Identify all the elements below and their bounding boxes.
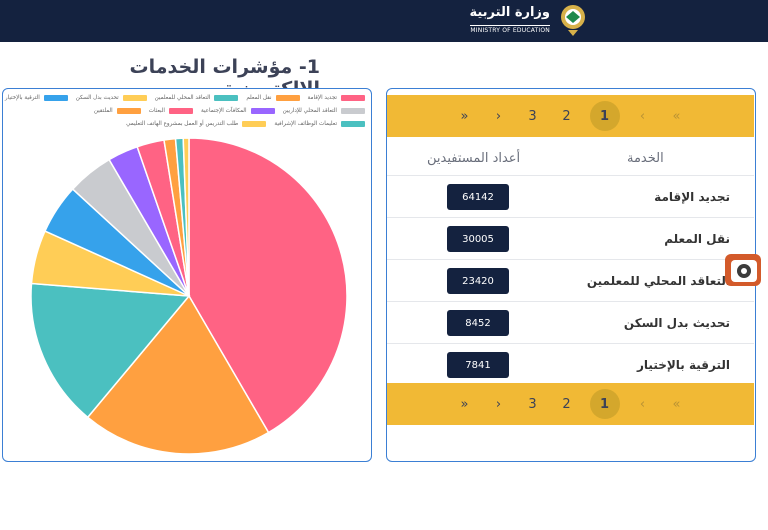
legend-item[interactable]: طلب التدريس أو العمل بمشروع الهاتف التعل… bbox=[126, 121, 267, 127]
legend-swatch bbox=[341, 121, 365, 127]
pie-slice[interactable] bbox=[188, 137, 348, 434]
beneficiary-count-badge: 64142 bbox=[447, 184, 509, 210]
legend-label: الملتقين bbox=[93, 108, 113, 114]
service-name: تحديث بدل السكن bbox=[623, 316, 730, 330]
next-page-button[interactable]: › bbox=[495, 396, 502, 412]
page-title: 1- مؤشرات الخدمات الإلكترونية bbox=[129, 56, 320, 100]
ministry-name-ar: وزارة التربية bbox=[469, 5, 550, 20]
service-name: تجديد الإقامة bbox=[654, 190, 730, 204]
last-page-button[interactable]: » bbox=[460, 108, 469, 124]
column-header-service: الخدمة bbox=[627, 150, 664, 166]
last-page-button[interactable]: » bbox=[460, 396, 469, 412]
legend-swatch bbox=[341, 108, 365, 114]
legend-label: تجديد الإقامة bbox=[307, 95, 338, 101]
kuwait-emblem-icon bbox=[561, 5, 585, 36]
legend-swatch bbox=[169, 108, 193, 114]
legend-label: تحديث بدل السكن bbox=[75, 95, 119, 101]
legend-item[interactable]: التعاقد المحلي للمعلمين bbox=[155, 95, 239, 101]
table-header: الخدمة أعداد المستفيدين bbox=[387, 141, 754, 175]
legend-row: تعليمات الوظائف الإشرافية طلب التدريس أو … bbox=[126, 121, 365, 127]
first-page-button[interactable]: « bbox=[672, 108, 681, 124]
services-pie-chart bbox=[30, 137, 348, 455]
service-name: نقل المعلم bbox=[664, 232, 730, 246]
table-row: تحديث بدل السكن 8452 bbox=[387, 301, 754, 344]
pie-slice[interactable] bbox=[86, 294, 270, 455]
table-row: تجديد الإقامة 64142 bbox=[387, 175, 754, 218]
table-row: الترقية بالإختيار 7841 bbox=[387, 343, 754, 386]
legend-label: تعليمات الوظائف الإشرافية bbox=[274, 121, 337, 127]
prev-page-button[interactable]: ‹ bbox=[639, 108, 646, 124]
page-1-button[interactable]: 1 bbox=[589, 101, 620, 131]
pie-slice[interactable] bbox=[182, 137, 190, 297]
legend-swatch bbox=[275, 95, 300, 101]
legend-item[interactable]: التعاقد المحلي للإداريين bbox=[283, 108, 365, 114]
prev-page-button[interactable]: ‹ bbox=[639, 396, 646, 412]
legend-swatch bbox=[341, 95, 365, 101]
legend-label: التعاقد المحلي للإداريين bbox=[282, 108, 337, 114]
camera-icon[interactable] bbox=[723, 250, 763, 290]
legend-row: التعاقد المحلي للإداريين المكافآت الإجتما… bbox=[94, 108, 365, 114]
legend-item[interactable]: تحديث بدل السكن bbox=[76, 95, 147, 101]
top-header-bar: وزارة التربية MINISTRY OF EDUCATION bbox=[0, 0, 768, 42]
next-page-button[interactable]: › bbox=[495, 108, 502, 124]
services-table-card: « ‹ 1 2 3 › » الخدمة أعداد المستفيدين تجديد ال… bbox=[386, 88, 756, 462]
first-page-button[interactable]: « bbox=[672, 396, 681, 412]
service-name: التعاقد المحلي للمعلمين bbox=[586, 274, 730, 288]
legend-item[interactable]: البعثات bbox=[149, 108, 193, 114]
table-row: التعاقد المحلي للمعلمين 23420 bbox=[387, 259, 754, 302]
page-3-button[interactable]: 3 bbox=[528, 396, 537, 412]
page-1-button[interactable]: 1 bbox=[589, 389, 620, 419]
legend-row: تجديد الإقامة نقل المعلم التعاقد المحلي لل… bbox=[5, 95, 365, 101]
legend-item[interactable]: المكافآت الإجتماعية bbox=[201, 108, 275, 114]
legend-label: الترقية بالإختيار bbox=[4, 95, 40, 101]
legend-label: نقل المعلم bbox=[246, 95, 272, 101]
table-row: نقل المعلم 30005 bbox=[387, 217, 754, 260]
legend-swatch bbox=[122, 95, 147, 101]
legend-swatch bbox=[43, 95, 68, 101]
service-name: الترقية بالإختيار bbox=[637, 358, 730, 372]
pie-slice[interactable] bbox=[30, 282, 191, 419]
beneficiary-count-badge: 8452 bbox=[447, 310, 509, 336]
legend-item[interactable]: الملتقين bbox=[94, 108, 141, 114]
beneficiary-count-badge: 23420 bbox=[447, 268, 509, 294]
beneficiary-count-badge: 7841 bbox=[447, 352, 509, 378]
legend-item[interactable]: نقل المعلم bbox=[246, 95, 300, 101]
legend-item[interactable]: تعليمات الوظائف الإشرافية bbox=[274, 121, 365, 127]
chart-card: تجديد الإقامة نقل المعلم التعاقد المحلي لل… bbox=[2, 88, 372, 462]
legend-label: طلب التدريس أو العمل بمشروع الهاتف التعل… bbox=[126, 121, 239, 127]
legend-swatch bbox=[116, 108, 141, 114]
legend-item[interactable]: الترقية بالإختيار bbox=[5, 95, 68, 101]
legend-swatch bbox=[242, 121, 267, 127]
pagination-bottom: « ‹ 1 2 3 › » bbox=[387, 383, 754, 425]
column-header-count: أعداد المستفيدين bbox=[427, 150, 521, 166]
pagination-top: « ‹ 1 2 3 › » bbox=[387, 95, 754, 137]
beneficiary-count-badge: 30005 bbox=[447, 226, 509, 252]
page-2-button[interactable]: 2 bbox=[562, 396, 571, 412]
legend-item[interactable]: تجديد الإقامة bbox=[307, 95, 365, 101]
page-2-button[interactable]: 2 bbox=[562, 108, 571, 124]
legend-label: البعثات bbox=[148, 108, 165, 114]
legend-label: التعاقد المحلي للمعلمين bbox=[154, 95, 211, 101]
legend-swatch bbox=[214, 95, 239, 101]
page-3-button[interactable]: 3 bbox=[528, 108, 537, 124]
legend-swatch bbox=[250, 108, 275, 114]
ministry-name-en: MINISTRY OF EDUCATION bbox=[470, 25, 550, 34]
ministry-logo[interactable]: وزارة التربية MINISTRY OF EDUCATION bbox=[469, 3, 588, 39]
legend-label: المكافآت الإجتماعية bbox=[201, 108, 247, 114]
